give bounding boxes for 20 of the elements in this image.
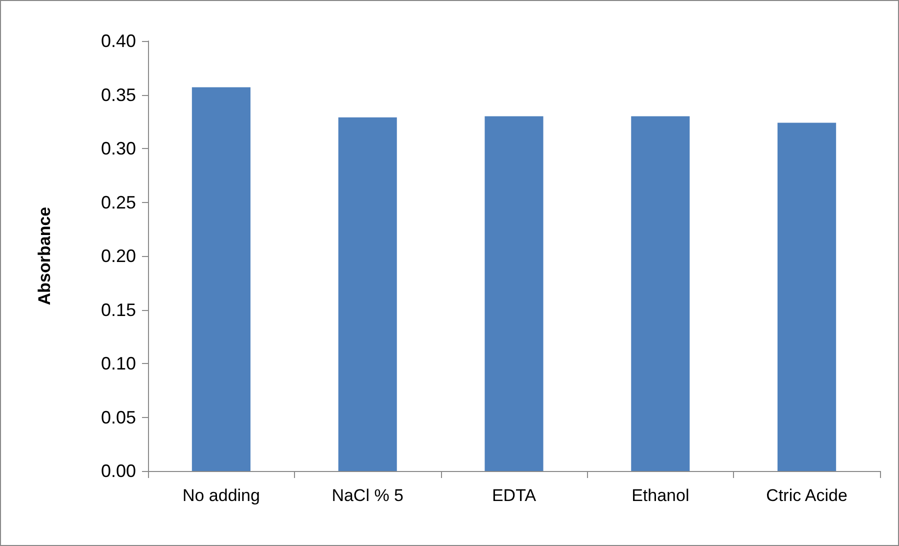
y-tick-label: 0.00: [100, 461, 136, 481]
bar: [778, 122, 836, 471]
x-tick-label: EDTA: [492, 486, 537, 505]
y-tick-label: 0.10: [100, 354, 136, 374]
bar: [631, 116, 690, 471]
x-tick-label: NaCl % 5: [332, 486, 404, 505]
y-tick-label: 0.25: [100, 192, 136, 212]
y-axis-title: Absorbance: [35, 206, 54, 306]
y-tick-label: 0.40: [100, 31, 136, 51]
y-tick-label: 0.05: [100, 407, 136, 428]
x-tick-label: Ethanol: [632, 486, 690, 505]
bar: [484, 116, 544, 471]
y-tick-label: 0.35: [100, 84, 136, 105]
bar: [192, 87, 250, 471]
y-tick-label: 0.15: [100, 300, 136, 320]
y-tick-label: 0.30: [100, 138, 136, 158]
y-tick-label: 0.20: [100, 246, 136, 266]
x-tick-label: Ctric Acide: [766, 486, 848, 505]
bar: [338, 117, 397, 471]
x-tick-label: No adding: [182, 486, 260, 505]
